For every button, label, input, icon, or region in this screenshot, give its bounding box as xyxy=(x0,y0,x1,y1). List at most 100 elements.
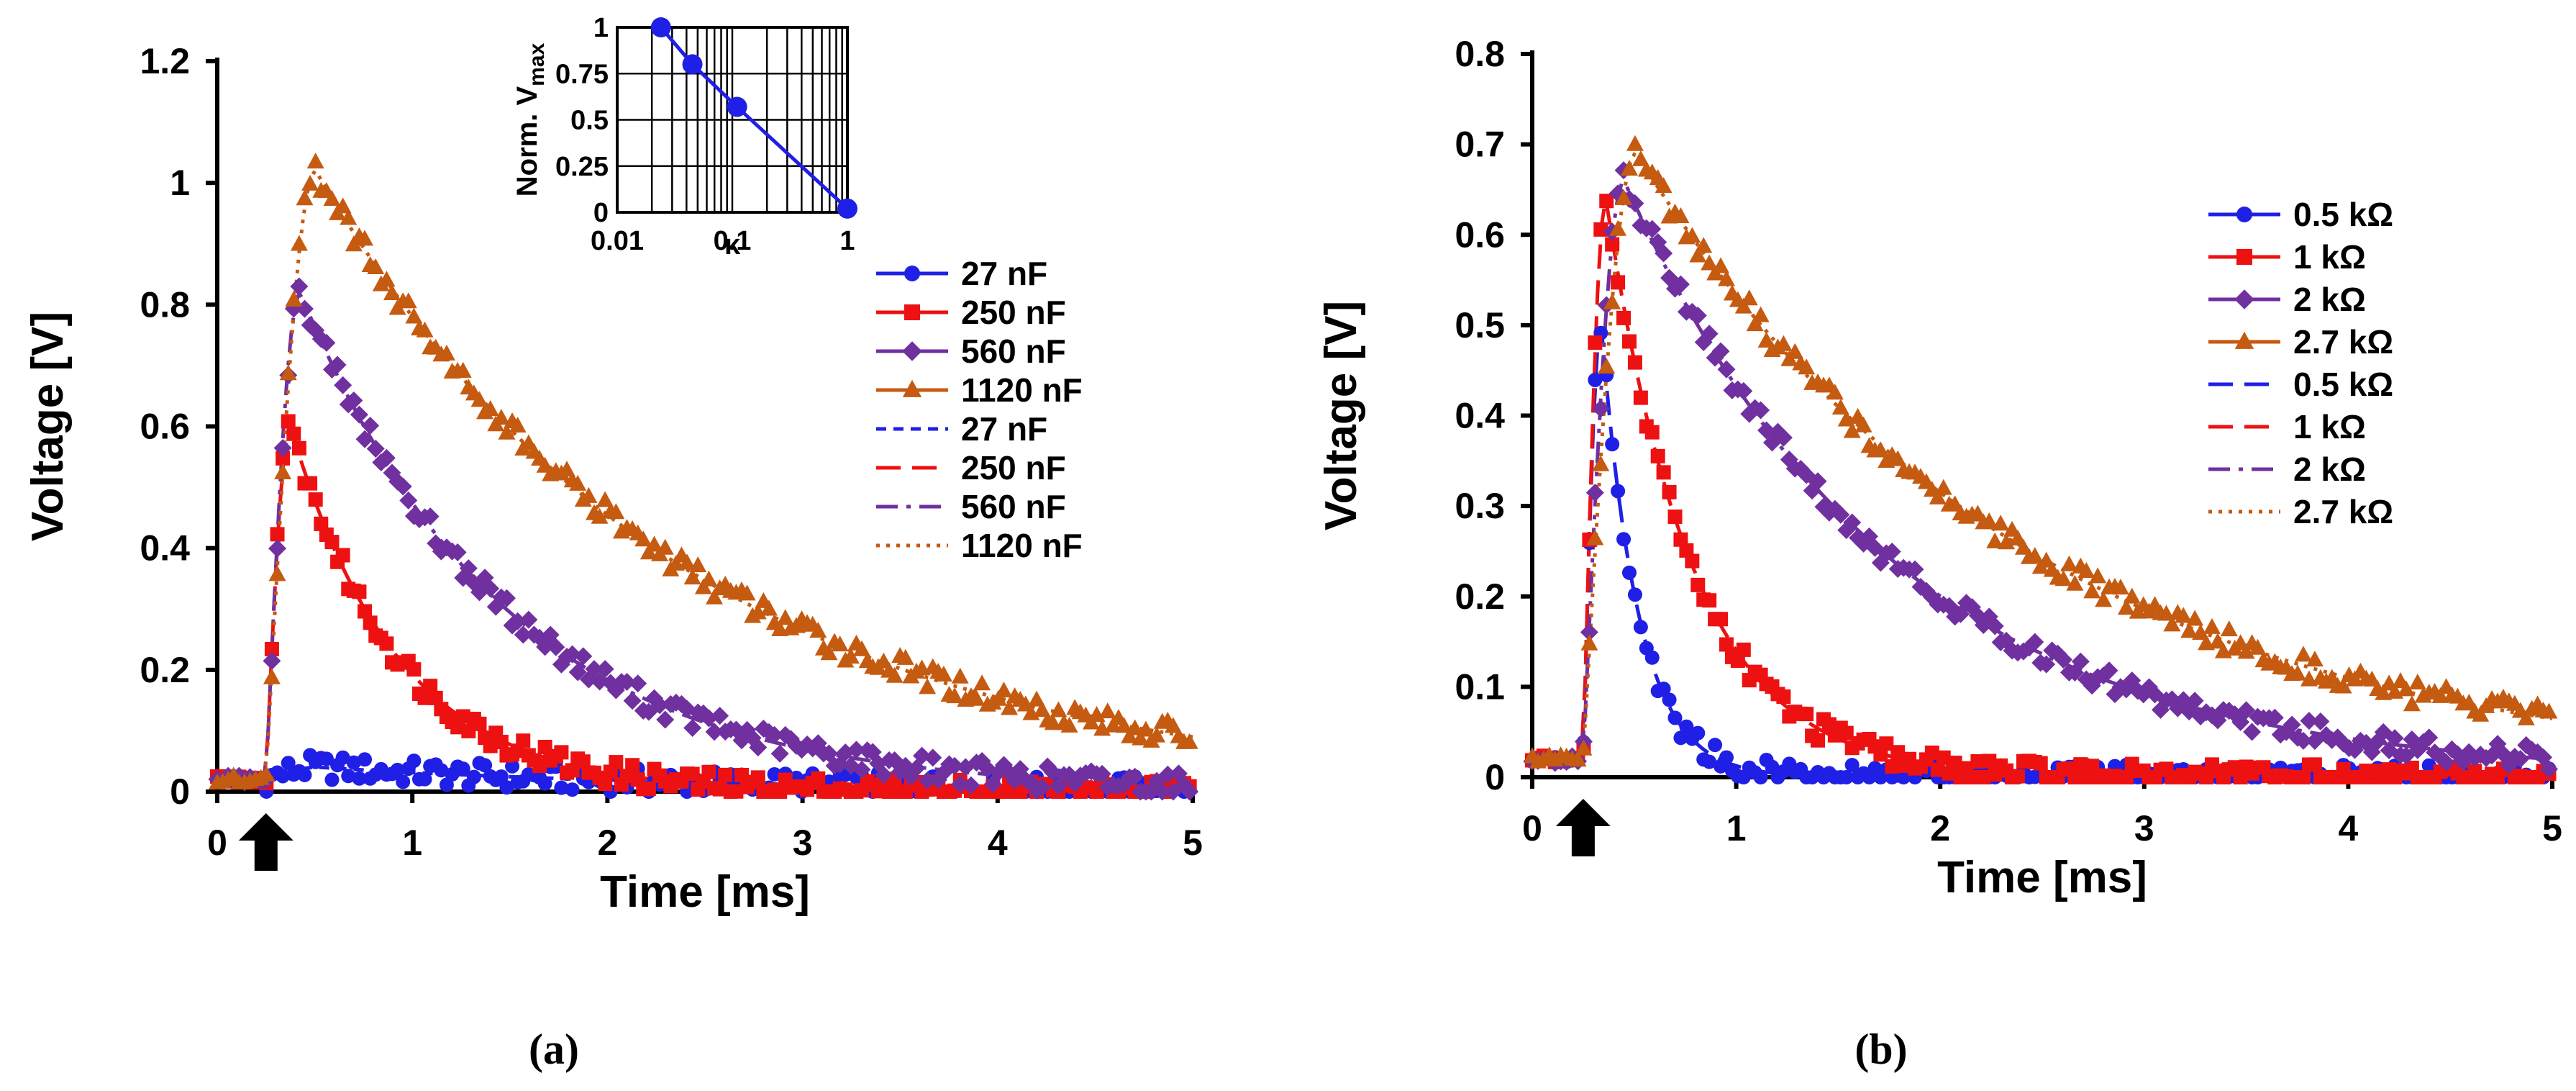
data-point xyxy=(2237,643,2255,659)
data-point xyxy=(1811,733,1826,748)
legend-label: 560 nF xyxy=(961,332,1066,370)
data-point xyxy=(2077,561,2095,578)
y-tick-label: 0.6 xyxy=(1455,214,1505,255)
data-point xyxy=(306,153,324,169)
data-point xyxy=(324,535,340,550)
data-point xyxy=(1620,159,1638,176)
data-point xyxy=(1708,738,1723,753)
data-point xyxy=(1936,750,1951,765)
data-point xyxy=(962,776,980,795)
data-point xyxy=(2283,715,2301,734)
data-point xyxy=(1843,513,1862,532)
data-point xyxy=(483,738,498,753)
data-point xyxy=(989,689,1007,706)
data-point xyxy=(481,399,499,416)
y-tick-label: 1 xyxy=(170,163,190,203)
legend-label: 27 nF xyxy=(961,255,1047,292)
data-point xyxy=(303,476,318,491)
data-point xyxy=(1656,465,1671,480)
legend-label: 560 nF xyxy=(961,488,1066,525)
data-point xyxy=(1947,756,1962,771)
legend-label: 1 kΩ xyxy=(2293,238,2366,276)
data-point xyxy=(1688,307,1707,325)
data-point xyxy=(1831,398,1849,415)
data-point xyxy=(870,784,886,799)
data-point xyxy=(2472,705,2490,722)
inset-x-axis-title: κ xyxy=(724,229,741,261)
data-point xyxy=(1605,437,1620,452)
data-point xyxy=(1685,553,1700,569)
data-point xyxy=(285,291,303,307)
data-point xyxy=(706,588,724,605)
data-point xyxy=(335,548,350,563)
data-point xyxy=(2014,538,2032,555)
legend-label: 2 kΩ xyxy=(2293,451,2366,488)
data-point xyxy=(1711,342,1730,361)
data-point xyxy=(437,344,455,361)
data-point xyxy=(448,543,467,561)
data-point xyxy=(1621,565,1637,580)
x-tick-label: 5 xyxy=(2542,808,2562,848)
y-tick-label: 0.4 xyxy=(140,528,190,569)
data-point xyxy=(258,765,276,782)
data-point xyxy=(493,734,509,749)
data-point xyxy=(1757,332,1775,348)
legend-label: 2 kΩ xyxy=(2293,281,2366,318)
data-point xyxy=(1611,275,1626,290)
data-point xyxy=(516,733,531,748)
inset-data-point xyxy=(682,54,703,75)
data-point xyxy=(1683,227,1701,243)
data-point xyxy=(1611,484,1626,499)
data-point xyxy=(1615,189,1633,205)
data-point xyxy=(1930,762,1945,777)
data-point xyxy=(1719,750,1734,765)
data-point xyxy=(2539,760,2558,779)
data-point xyxy=(1060,716,1078,733)
panel-b-chart: 0 0.1 0.2 0.3 0.4 0.5 0.6 0.7 0.8 0 1 2 3 4 5 Time [ms]… xyxy=(1316,34,2562,902)
legend-label: 1 kΩ xyxy=(2293,408,2366,445)
data-point xyxy=(1586,529,1604,546)
data-point xyxy=(656,538,674,555)
data-point xyxy=(2307,757,2322,772)
data-point xyxy=(2540,702,2558,719)
data-point xyxy=(2118,770,2134,784)
data-point xyxy=(366,440,385,458)
data-point xyxy=(852,760,871,779)
legend-marker xyxy=(904,266,920,281)
inset-y-tick-label: 0.75 xyxy=(555,59,609,89)
inset-y-tick-label: 0.5 xyxy=(570,106,609,136)
data-point xyxy=(607,503,625,520)
data-point xyxy=(1702,593,1717,608)
panel-a-chart: 0 0.2 0.4 0.6 0.8 1 1.2 0 1 2 3 4 5 Time [ms] Voltage … xyxy=(23,13,1203,917)
data-point xyxy=(575,754,591,769)
data-point xyxy=(554,780,569,795)
data-point xyxy=(1713,612,1729,627)
measured-series xyxy=(1524,135,2558,769)
data-point xyxy=(569,474,587,491)
data-point xyxy=(934,666,952,682)
data-point xyxy=(281,414,296,429)
legend-label: 2.7 kΩ xyxy=(2293,323,2393,361)
data-point xyxy=(1934,479,1952,495)
data-point xyxy=(1976,770,1991,784)
data-point xyxy=(263,668,281,684)
data-point xyxy=(2085,759,2100,774)
data-point xyxy=(1985,617,2004,635)
data-point xyxy=(416,321,434,338)
data-point xyxy=(264,641,279,656)
inset-data-point xyxy=(650,17,671,37)
data-point xyxy=(770,744,789,763)
data-point xyxy=(1872,441,1890,458)
data-point xyxy=(421,507,440,526)
data-point xyxy=(2385,729,2404,748)
data-point xyxy=(809,622,827,638)
data-point xyxy=(2306,651,2324,667)
data-point xyxy=(1719,637,1734,652)
data-point xyxy=(1667,509,1683,524)
data-point xyxy=(345,235,363,252)
data-point xyxy=(2334,677,2352,694)
data-point xyxy=(2071,652,2090,671)
x-tick-label: 1 xyxy=(1726,808,1747,848)
data-point xyxy=(2203,617,2221,634)
